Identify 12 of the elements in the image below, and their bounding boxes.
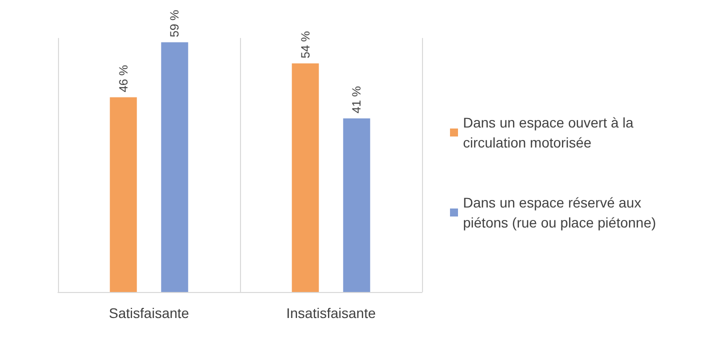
- x-tick-label: Satisfaisante: [108, 305, 190, 321]
- data-label: 41 %: [350, 86, 364, 114]
- data-label: 54 %: [298, 30, 312, 58]
- bar: [292, 63, 319, 292]
- x-tick-label: Insatisfaisante: [286, 305, 376, 321]
- bar: [343, 118, 370, 292]
- bar: [161, 42, 188, 292]
- data-label: 59 %: [168, 10, 182, 38]
- bar: [110, 97, 137, 292]
- data-label: 46 %: [116, 64, 130, 92]
- legend-label: Dans un espace réservé aux piétons (rue ou place piétonne): [463, 194, 656, 230]
- legend-label: Dans un espace ouvert à la circulation motorisée: [463, 114, 638, 150]
